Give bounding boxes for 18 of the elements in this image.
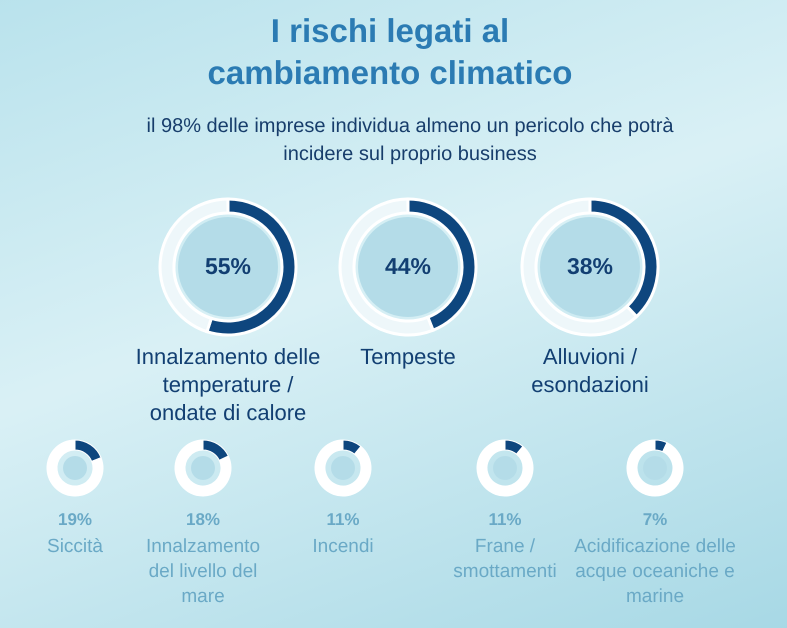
- text: 38%: [566, 253, 614, 280]
- text: 7%: [642, 510, 668, 530]
- text: 44%: [384, 253, 432, 280]
- text: Tempeste: [360, 344, 456, 369]
- text: I rischi legati al cambiamento climatico: [206, 11, 574, 93]
- text: 11%: [487, 510, 523, 530]
- text: Acidificazione delle acque oceaniche e marine: [573, 535, 737, 609]
- text: Incendi: [311, 535, 375, 559]
- text: il 98% delle imprese individua almeno un pericolo che potrà incidere sul proprio business: [146, 114, 674, 167]
- text: 55%: [204, 253, 252, 280]
- text: Alluvioni / esondazioni: [530, 343, 650, 399]
- text: Siccità: [46, 535, 104, 559]
- text: Frane / smottamenti: [452, 535, 558, 584]
- text: 11%: [325, 510, 361, 530]
- text: 19%: [56, 510, 94, 530]
- text: Innalzamento del livello del mare: [144, 535, 262, 609]
- text: 18%: [184, 510, 222, 530]
- text: Innalzamento delle temperature / ondate di calore: [134, 343, 322, 427]
